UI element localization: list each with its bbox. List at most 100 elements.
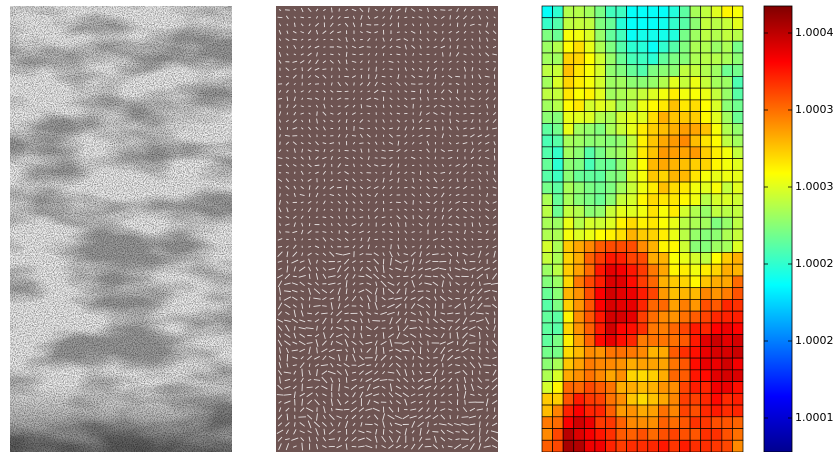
heatmap-cell — [701, 159, 712, 171]
heatmap-cell — [711, 182, 722, 194]
heatmap-cell — [711, 417, 722, 429]
vector — [413, 119, 414, 122]
heatmap-cell — [711, 229, 722, 241]
heatmap-cell — [605, 229, 616, 241]
heatmap-cell — [595, 123, 606, 135]
heatmap-cell — [563, 112, 574, 124]
heatmap-cell — [732, 53, 743, 65]
heatmap-cell — [574, 65, 585, 77]
heatmap-cell — [711, 405, 722, 417]
heatmap-cell — [563, 264, 574, 276]
vector — [388, 380, 393, 381]
heatmap-cell — [732, 440, 743, 452]
heatmap-cell — [616, 135, 627, 147]
heatmap-cell — [553, 440, 564, 452]
heatmap-cell — [605, 112, 616, 124]
heatmap-cell — [711, 41, 722, 53]
heatmap-cell — [701, 206, 712, 218]
heatmap-cell — [553, 288, 564, 300]
heatmap-cell — [616, 335, 627, 347]
vector — [472, 164, 473, 167]
heatmap-cell — [605, 429, 616, 441]
heatmap-cell — [722, 147, 733, 159]
heatmap-cell — [553, 229, 564, 241]
heatmap-cell — [732, 241, 743, 253]
heatmap-cell — [553, 370, 564, 382]
heatmap-cell — [690, 440, 701, 452]
vector — [361, 23, 362, 27]
heatmap-cell — [690, 346, 701, 358]
heatmap-cell — [616, 252, 627, 264]
vector — [435, 90, 436, 93]
heatmap-cell — [658, 76, 669, 88]
heatmap-cell — [701, 346, 712, 358]
heatmap-cell — [669, 135, 680, 147]
heatmap-cell — [701, 53, 712, 65]
heatmap-cell — [680, 382, 691, 394]
heatmap-cell — [605, 6, 616, 18]
heatmap-cell — [563, 299, 574, 311]
heatmap-cell — [542, 370, 553, 382]
heatmap-cell — [669, 41, 680, 53]
heatmap-cell — [722, 18, 733, 30]
heatmap-cell — [584, 170, 595, 182]
heatmap-cell — [627, 382, 638, 394]
heatmap-cell — [732, 311, 743, 323]
heatmap-cell — [584, 147, 595, 159]
heatmap-cell — [584, 41, 595, 53]
heatmap-cell — [658, 429, 669, 441]
vector — [443, 52, 444, 56]
heatmap-cell — [732, 170, 743, 182]
heatmap-cell — [627, 276, 638, 288]
heatmap-cell — [584, 123, 595, 135]
heatmap-cell — [637, 370, 648, 382]
heatmap-cell — [605, 65, 616, 77]
heatmap-cell — [574, 217, 585, 229]
heatmap-cell — [584, 76, 595, 88]
heatmap-cell — [732, 382, 743, 394]
heatmap-cell — [637, 6, 648, 18]
heatmap-cell — [690, 88, 701, 100]
vector — [479, 45, 480, 48]
heatmap-cell — [690, 147, 701, 159]
heatmap-cell — [605, 76, 616, 88]
heatmap-cell — [574, 170, 585, 182]
heatmap-cell — [680, 252, 691, 264]
heatmap-cell — [711, 112, 722, 124]
vector — [381, 158, 386, 159]
vector — [433, 187, 437, 188]
heatmap-cell — [658, 18, 669, 30]
heatmap-cell — [711, 382, 722, 394]
heatmap-cell — [595, 241, 606, 253]
heatmap-cell — [722, 264, 733, 276]
heatmap-cell — [574, 440, 585, 452]
heatmap-cell — [605, 370, 616, 382]
heatmap-cell — [658, 88, 669, 100]
heatmap-cell — [542, 135, 553, 147]
heatmap-cell — [616, 323, 627, 335]
heatmap-cell — [701, 276, 712, 288]
heatmap-cell — [701, 112, 712, 124]
heatmap-cell — [732, 147, 743, 159]
heatmap-cell — [595, 229, 606, 241]
heatmap-cell — [648, 41, 659, 53]
heatmap-cell — [648, 229, 659, 241]
heatmap-cell — [680, 6, 691, 18]
heatmap-cell — [669, 29, 680, 41]
vector — [369, 8, 370, 13]
vector — [493, 62, 496, 63]
heatmap-cell — [722, 170, 733, 182]
heatmap-cell — [605, 53, 616, 65]
heatmap-cell — [711, 217, 722, 229]
heatmap-cell — [690, 6, 701, 18]
heatmap-cell — [658, 405, 669, 417]
heatmap-cell — [637, 229, 648, 241]
heatmap-cell — [680, 393, 691, 405]
heatmap-cell — [690, 206, 701, 218]
heatmap-cell — [648, 264, 659, 276]
heatmap-cell — [722, 194, 733, 206]
heatmap-cell — [627, 29, 638, 41]
heatmap-cell — [680, 241, 691, 253]
heatmap-cell — [616, 147, 627, 159]
heatmap-cell — [669, 370, 680, 382]
